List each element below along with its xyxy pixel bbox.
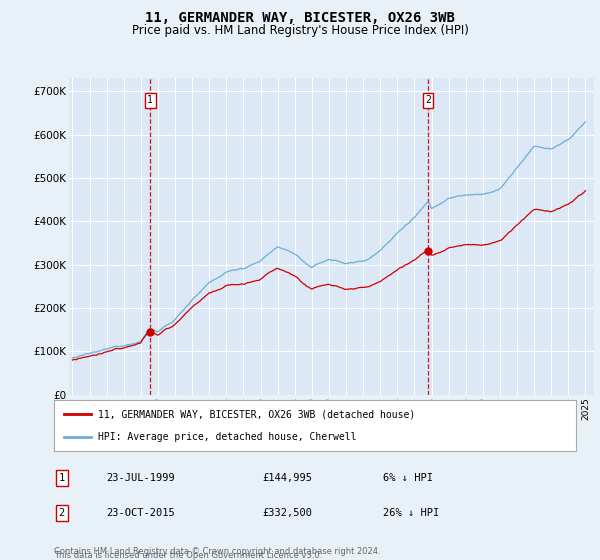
Text: 2: 2 (425, 95, 431, 105)
Text: £332,500: £332,500 (263, 508, 313, 518)
Text: HPI: Average price, detached house, Cherwell: HPI: Average price, detached house, Cher… (98, 432, 357, 442)
Text: £144,995: £144,995 (263, 473, 313, 483)
Text: 23-OCT-2015: 23-OCT-2015 (106, 508, 175, 518)
Text: Contains HM Land Registry data © Crown copyright and database right 2024.: Contains HM Land Registry data © Crown c… (54, 547, 380, 556)
Text: This data is licensed under the Open Government Licence v3.0.: This data is licensed under the Open Gov… (54, 551, 322, 560)
Text: 23-JUL-1999: 23-JUL-1999 (106, 473, 175, 483)
Text: Price paid vs. HM Land Registry's House Price Index (HPI): Price paid vs. HM Land Registry's House … (131, 24, 469, 36)
Text: 1: 1 (59, 473, 65, 483)
Text: 6% ↓ HPI: 6% ↓ HPI (383, 473, 433, 483)
Text: 11, GERMANDER WAY, BICESTER, OX26 3WB: 11, GERMANDER WAY, BICESTER, OX26 3WB (145, 11, 455, 25)
Text: 26% ↓ HPI: 26% ↓ HPI (383, 508, 439, 518)
Text: 1: 1 (147, 95, 153, 105)
Text: 2: 2 (59, 508, 65, 518)
Text: 11, GERMANDER WAY, BICESTER, OX26 3WB (detached house): 11, GERMANDER WAY, BICESTER, OX26 3WB (d… (98, 409, 416, 419)
